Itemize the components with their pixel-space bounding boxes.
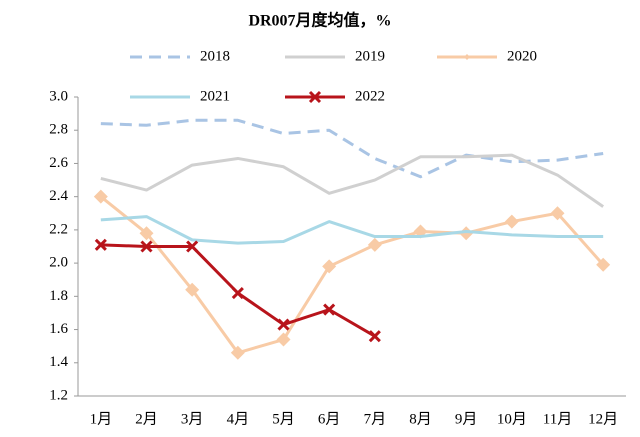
marker [93,189,108,204]
series-line [100,215,604,245]
chart-title: DR007月度均值，% [248,11,391,30]
series-line [100,153,605,208]
x-tick-label: 9月 [455,411,478,427]
y-tick-label: 1.2 [49,387,68,403]
series-line [100,118,604,179]
x-tick-label: 11月 [543,411,572,427]
marker [139,226,154,241]
x-tick-label: 8月 [409,411,432,427]
legend-marker [308,90,322,104]
marker [276,332,291,347]
marker [550,206,565,221]
marker [368,330,381,343]
series-line [99,195,605,355]
y-tick-label: 2.4 [49,188,68,204]
x-tick-label: 6月 [318,411,341,427]
marker [230,345,245,360]
marker [140,240,153,253]
marker [323,303,336,316]
legend-label: 2020 [507,48,537,64]
x-tick-label: 10月 [497,411,527,427]
y-tick-label: 1.4 [49,354,68,370]
y-tick-label: 2.8 [49,122,68,138]
y-tick-label: 2.2 [49,221,68,237]
legend-label: 2021 [200,88,230,104]
x-tick-label: 4月 [227,411,250,427]
legend-marker [464,54,470,60]
x-tick-label: 2月 [135,411,158,427]
x-tick-label: 5月 [272,411,295,427]
marker [94,238,107,251]
x-tick-label: 3月 [181,411,204,427]
marker [322,259,337,274]
marker [231,286,244,300]
marker [504,214,519,229]
legend-label: 2022 [355,88,385,104]
marker [186,240,199,253]
y-tick-label: 2.6 [49,155,68,171]
marker [277,318,290,331]
x-tick-label: 1月 [90,411,113,427]
marker [459,226,474,241]
y-tick-label: 1.8 [49,288,68,304]
legend-label: 2018 [200,48,230,64]
x-tick-label: 12月 [588,411,618,427]
y-tick-label: 3.0 [49,88,68,104]
y-tick-label: 2.0 [49,255,68,271]
y-tick-label: 1.6 [49,321,68,337]
x-tick-label: 7月 [364,411,387,427]
marker [596,257,611,272]
marker [367,237,382,252]
marker [185,282,200,297]
legend-label: 2019 [355,48,385,64]
